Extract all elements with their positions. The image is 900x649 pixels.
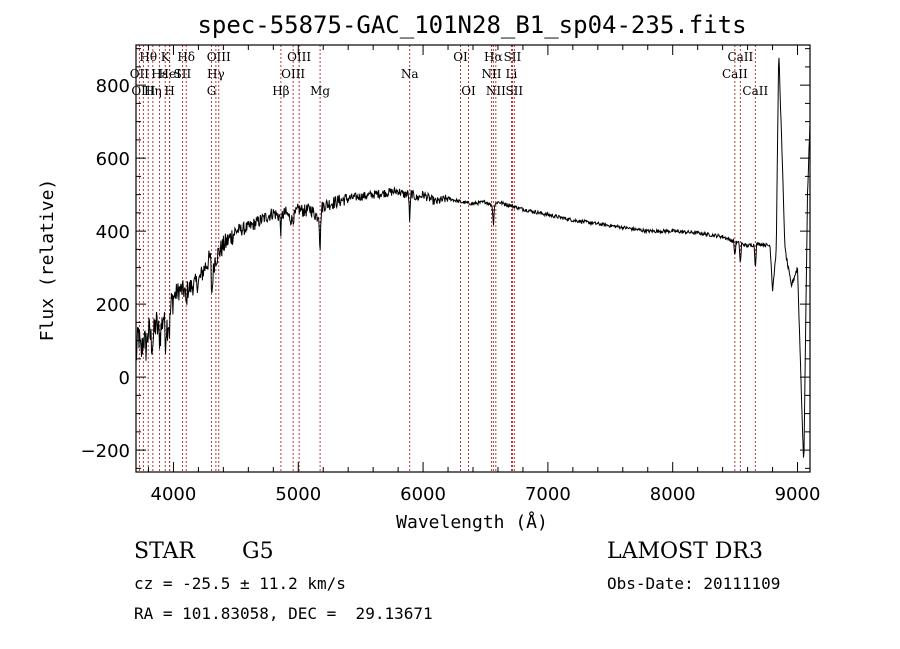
x-tick-label: 6000 xyxy=(400,484,446,505)
spectral-line-label: Hθ xyxy=(139,50,157,64)
y-tick-label: 800 xyxy=(96,76,130,97)
spectral-line-label: OI xyxy=(453,50,468,64)
spectral-line-label: OIII xyxy=(281,67,305,81)
spectral-line-label: Hη xyxy=(144,84,162,98)
y-tick-label: 200 xyxy=(96,295,130,316)
y-tick-label: 600 xyxy=(96,149,130,170)
spectral-line-label: K xyxy=(161,50,171,64)
y-tick-label: 0 xyxy=(119,368,130,389)
x-tick-label: 4000 xyxy=(151,484,197,505)
spectral-line-label: SII xyxy=(504,50,522,64)
redshift-cz: cz = -25.5 ± 11.2 km/s xyxy=(134,574,346,593)
spectral-line-label: Hα xyxy=(484,50,503,64)
x-axis-label: Wavelength (Å) xyxy=(396,511,548,533)
line-markers xyxy=(138,45,756,472)
spectral-line-label: CaII xyxy=(722,67,748,81)
x-axis-ticks: 4000 5000 6000 7000 8000 9000 xyxy=(147,45,821,505)
spectral-line-label: Hβ xyxy=(272,84,289,98)
spectral-line-label: Hε xyxy=(151,67,168,81)
spectral-line-label: SII xyxy=(505,84,523,98)
ra-dec-coordinates: RA = 101.83058, DEC = 29.13671 xyxy=(134,604,433,623)
spectral-line-label: OII xyxy=(130,67,150,81)
observation-date: Obs-Date: 20111109 xyxy=(607,574,781,593)
spectral-line-label: OI xyxy=(461,84,476,98)
spectral-line-label: OIII xyxy=(287,50,311,64)
x-tick-label: 9000 xyxy=(775,484,821,505)
spectral-line-label: Hγ xyxy=(207,67,225,81)
spectrum-line xyxy=(135,57,811,458)
y-axis-label: Flux (relative) xyxy=(37,179,58,342)
spectral-line-label: OIII xyxy=(131,84,155,98)
y-tick-label: 400 xyxy=(96,222,130,243)
y-tick-label: −200 xyxy=(81,441,130,462)
spectral-line-label: SII xyxy=(174,67,192,81)
spectral-line-label: CaII xyxy=(742,84,768,98)
spectral-line-label: H xyxy=(164,84,174,98)
spectral-line-label: NII xyxy=(486,84,506,98)
spectral-line-label: NII xyxy=(481,67,501,81)
spectral-line-label: OIII xyxy=(207,50,231,64)
x-tick-label: 7000 xyxy=(525,484,571,505)
survey-name: LAMOST DR3 xyxy=(607,539,763,564)
chart-title: spec-55875-GAC_101N28_B1_sp04-235.fits xyxy=(197,11,746,39)
spectral-line-label: Hδ xyxy=(177,50,195,64)
object-subclass: G5 xyxy=(242,539,274,564)
spectral-line-label: Na xyxy=(401,67,419,81)
x-tick-label: 5000 xyxy=(275,484,321,505)
y-axis-ticks: −200 0 200 400 600 800 xyxy=(81,48,810,469)
spectral-line-label: Mg xyxy=(310,84,330,98)
x-tick-label: 8000 xyxy=(650,484,696,505)
spectral-line-label: HeI xyxy=(159,67,182,81)
spectral-line-label: G xyxy=(207,84,217,98)
object-class: STAR xyxy=(134,539,195,564)
plot-frame xyxy=(135,44,811,473)
spectral-line-label: CaII xyxy=(727,50,753,64)
spectral-line-label: Li xyxy=(506,67,518,81)
